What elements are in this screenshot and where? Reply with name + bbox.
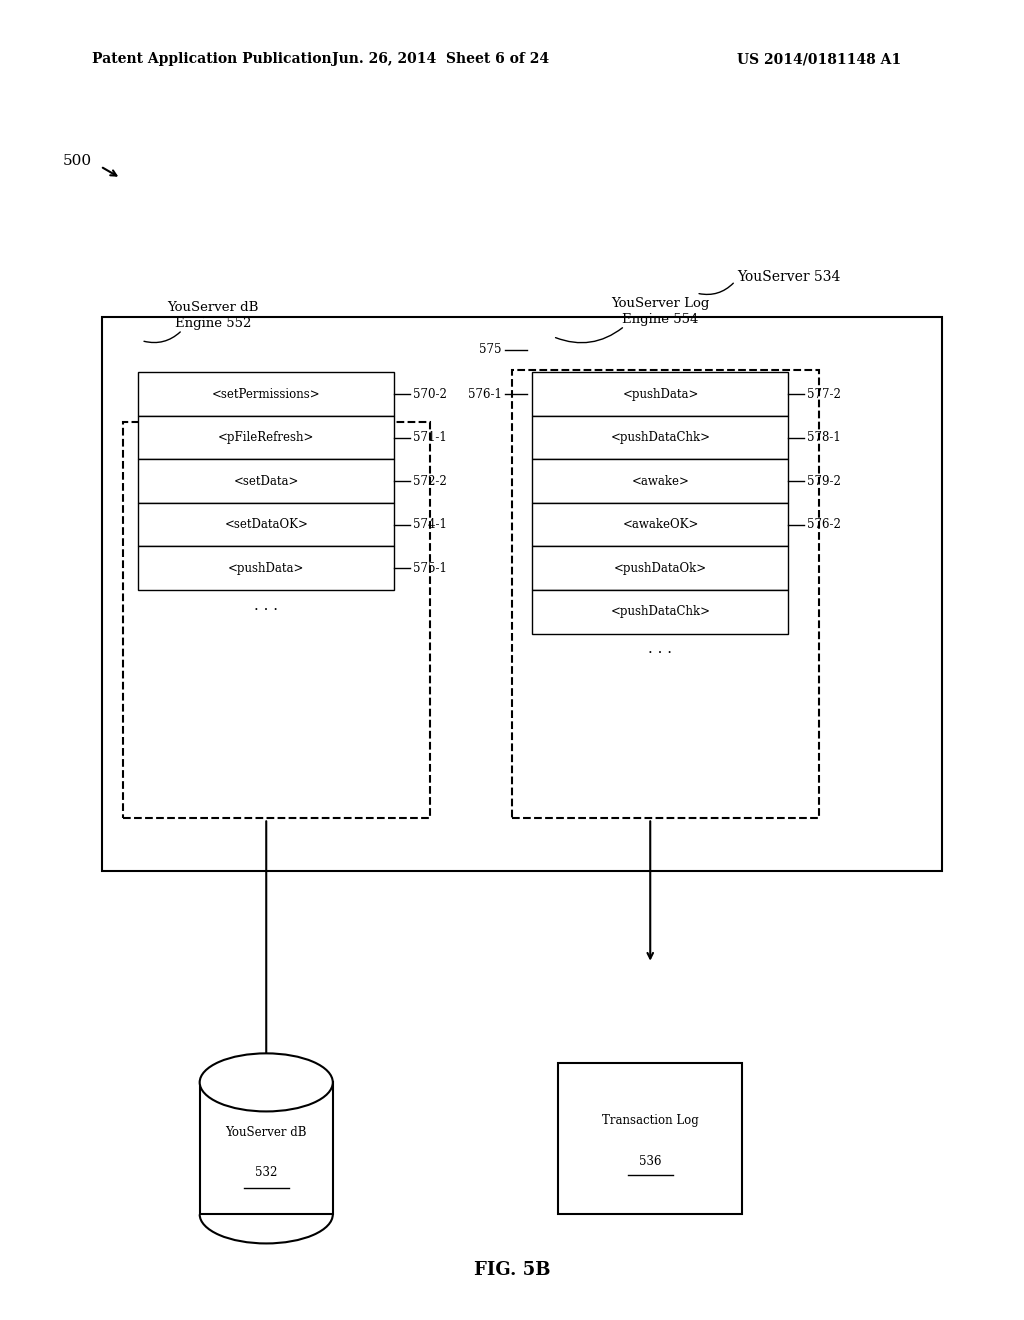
Text: YouServer Log
Engine 554: YouServer Log Engine 554 bbox=[611, 297, 710, 326]
Text: 576-1: 576-1 bbox=[468, 388, 502, 400]
Text: <pushDataChk>: <pushDataChk> bbox=[610, 606, 711, 618]
FancyBboxPatch shape bbox=[532, 503, 788, 546]
Text: US 2014/0181148 A1: US 2014/0181148 A1 bbox=[737, 53, 901, 66]
Text: Transaction Log: Transaction Log bbox=[602, 1114, 698, 1127]
Text: 570-2: 570-2 bbox=[413, 388, 446, 400]
FancyBboxPatch shape bbox=[532, 590, 788, 634]
Text: Patent Application Publication: Patent Application Publication bbox=[92, 53, 332, 66]
FancyBboxPatch shape bbox=[512, 370, 819, 818]
FancyBboxPatch shape bbox=[532, 372, 788, 416]
FancyBboxPatch shape bbox=[138, 503, 394, 546]
Text: 579-2: 579-2 bbox=[807, 475, 841, 487]
FancyBboxPatch shape bbox=[138, 372, 394, 416]
Text: <pFileRefresh>: <pFileRefresh> bbox=[218, 432, 314, 444]
Text: <awake>: <awake> bbox=[632, 475, 689, 487]
Text: <awakeOK>: <awakeOK> bbox=[623, 519, 698, 531]
Text: 575: 575 bbox=[479, 343, 502, 356]
Text: YouServer dB: YouServer dB bbox=[225, 1126, 307, 1139]
Text: <pushDataOk>: <pushDataOk> bbox=[614, 562, 707, 574]
Text: <setPermissions>: <setPermissions> bbox=[212, 388, 321, 400]
Text: 572-2: 572-2 bbox=[413, 475, 446, 487]
Text: 536: 536 bbox=[639, 1155, 662, 1168]
Text: . . .: . . . bbox=[648, 643, 673, 656]
FancyBboxPatch shape bbox=[558, 1063, 742, 1214]
Text: YouServer dB
Engine 552: YouServer dB Engine 552 bbox=[167, 301, 259, 330]
FancyBboxPatch shape bbox=[532, 416, 788, 459]
FancyBboxPatch shape bbox=[138, 459, 394, 503]
Text: YouServer 534: YouServer 534 bbox=[737, 271, 841, 284]
Text: <setData>: <setData> bbox=[233, 475, 299, 487]
Text: <pushDataChk>: <pushDataChk> bbox=[610, 432, 711, 444]
Text: FIG. 5B: FIG. 5B bbox=[474, 1261, 550, 1279]
Text: 578-1: 578-1 bbox=[807, 432, 841, 444]
FancyBboxPatch shape bbox=[200, 1082, 333, 1214]
Text: <pushData>: <pushData> bbox=[228, 562, 304, 574]
Ellipse shape bbox=[200, 1053, 333, 1111]
FancyBboxPatch shape bbox=[138, 546, 394, 590]
FancyBboxPatch shape bbox=[102, 317, 942, 871]
Text: 532: 532 bbox=[255, 1166, 278, 1179]
Text: 500: 500 bbox=[63, 154, 92, 168]
Text: 574-1: 574-1 bbox=[413, 519, 446, 531]
FancyBboxPatch shape bbox=[532, 459, 788, 503]
Text: 576-2: 576-2 bbox=[807, 519, 841, 531]
FancyBboxPatch shape bbox=[138, 416, 394, 459]
FancyBboxPatch shape bbox=[123, 422, 430, 818]
Text: 571-1: 571-1 bbox=[413, 432, 446, 444]
Text: <setDataOK>: <setDataOK> bbox=[224, 519, 308, 531]
FancyBboxPatch shape bbox=[532, 546, 788, 590]
Text: . . .: . . . bbox=[254, 599, 279, 612]
Text: 577-2: 577-2 bbox=[807, 388, 841, 400]
Text: <pushData>: <pushData> bbox=[623, 388, 698, 400]
Text: Jun. 26, 2014  Sheet 6 of 24: Jun. 26, 2014 Sheet 6 of 24 bbox=[332, 53, 549, 66]
Text: 575-1: 575-1 bbox=[413, 562, 446, 574]
